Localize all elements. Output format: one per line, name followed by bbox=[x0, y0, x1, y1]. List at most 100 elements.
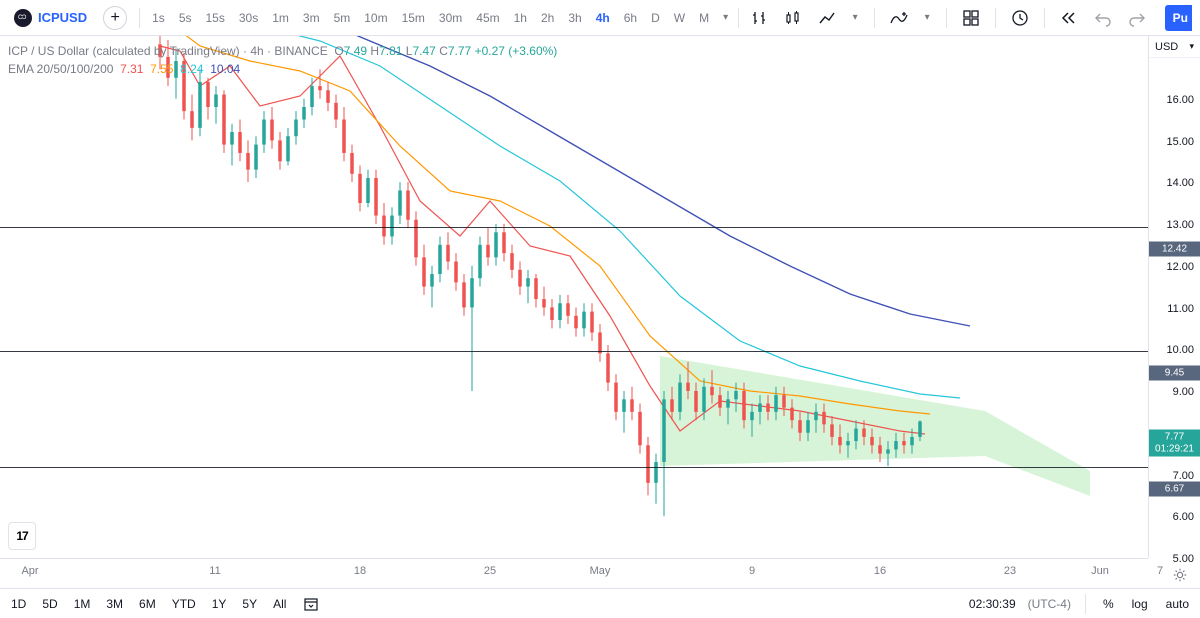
alert-icon[interactable] bbox=[1008, 6, 1032, 30]
candles-style-icon[interactable] bbox=[781, 6, 805, 30]
x-tick: Apr bbox=[21, 565, 38, 577]
symbol-icon bbox=[14, 9, 32, 27]
separator bbox=[738, 8, 739, 28]
line-style-icon[interactable] bbox=[815, 6, 839, 30]
x-tick: 18 bbox=[354, 565, 366, 577]
ohlc-high: 7.81 bbox=[379, 44, 402, 58]
layout-grid-icon[interactable] bbox=[959, 6, 983, 30]
interval-list: 1s5s15s30s1m3m5m10m15m30m45m1h2h3h4h6hDW… bbox=[146, 7, 715, 29]
interval-5s[interactable]: 5s bbox=[173, 7, 198, 29]
x-tick: 16 bbox=[874, 565, 886, 577]
separator bbox=[995, 8, 996, 28]
ohlc-change-pct: (+3.60%) bbox=[508, 44, 557, 58]
auto-toggle[interactable]: auto bbox=[1163, 595, 1192, 613]
range-list: 1D 5D 1M 3M 6M YTD 1Y 5Y All bbox=[8, 595, 289, 613]
symbol-selector[interactable]: ICPUSD bbox=[8, 7, 93, 29]
ema200-value: 10.04 bbox=[210, 62, 240, 76]
x-axis[interactable]: Apr111825May91623Jun7 bbox=[0, 558, 1148, 588]
interval-30s[interactable]: 30s bbox=[233, 7, 264, 29]
horizontal-level-line[interactable] bbox=[0, 351, 1148, 352]
range-1Y[interactable]: 1Y bbox=[209, 595, 230, 613]
chevron-down-icon[interactable]: ▾ bbox=[719, 12, 732, 23]
interval-1m[interactable]: 1m bbox=[266, 7, 295, 29]
y-axis[interactable]: USD ▾ 16.0015.0014.0013.0012.0011.0010.0… bbox=[1148, 36, 1200, 558]
legend-main: ICP / US Dollar (calculated by TradingVi… bbox=[8, 44, 557, 58]
range-YTD[interactable]: YTD bbox=[169, 595, 199, 613]
range-1M[interactable]: 1M bbox=[71, 595, 94, 613]
y-tick: 16.00 bbox=[1166, 94, 1194, 106]
redo-icon[interactable] bbox=[1125, 6, 1149, 30]
separator bbox=[1044, 8, 1045, 28]
legend-tf: 4h bbox=[250, 44, 263, 58]
interval-5m[interactable]: 5m bbox=[328, 7, 357, 29]
range-5Y[interactable]: 5Y bbox=[239, 595, 260, 613]
horizontal-level-line[interactable] bbox=[0, 227, 1148, 228]
tradingview-logo[interactable]: 17 bbox=[8, 522, 36, 550]
interval-D[interactable]: D bbox=[645, 7, 666, 29]
range-All[interactable]: All bbox=[270, 595, 289, 613]
bottom-right: 02:30:39 (UTC-4) % log auto bbox=[969, 594, 1192, 614]
symbol-ticker: ICPUSD bbox=[38, 10, 87, 25]
interval-3m[interactable]: 3m bbox=[297, 7, 326, 29]
interval-15s[interactable]: 15s bbox=[200, 7, 231, 29]
separator bbox=[874, 8, 875, 28]
y-tick: 6.00 bbox=[1173, 511, 1194, 523]
range-5D[interactable]: 5D bbox=[39, 595, 60, 613]
interval-15m[interactable]: 15m bbox=[396, 7, 431, 29]
interval-6h[interactable]: 6h bbox=[618, 7, 643, 29]
y-axis-header[interactable]: USD ▾ bbox=[1149, 36, 1200, 58]
ohlc-low: 7.47 bbox=[412, 44, 435, 58]
chevron-down-icon[interactable]: ▾ bbox=[849, 12, 862, 23]
undo-icon[interactable] bbox=[1091, 6, 1115, 30]
interval-1h[interactable]: 1h bbox=[508, 7, 533, 29]
price-level-badge: 12.42 bbox=[1149, 242, 1200, 257]
range-3M[interactable]: 3M bbox=[103, 595, 126, 613]
interval-W[interactable]: W bbox=[668, 7, 691, 29]
log-toggle[interactable]: log bbox=[1129, 595, 1151, 613]
clock-tz: (UTC-4) bbox=[1028, 597, 1071, 611]
publish-button[interactable]: Pu bbox=[1165, 5, 1192, 31]
indicators-icon[interactable] bbox=[887, 6, 911, 30]
x-tick: 25 bbox=[484, 565, 496, 577]
range-1D[interactable]: 1D bbox=[8, 595, 29, 613]
chart-area[interactable] bbox=[0, 36, 1148, 558]
interval-10m[interactable]: 10m bbox=[358, 7, 393, 29]
x-tick: 9 bbox=[749, 565, 755, 577]
y-axis-currency: USD bbox=[1155, 41, 1178, 53]
legend-exchange: BINANCE bbox=[274, 44, 327, 58]
replay-back-icon[interactable] bbox=[1057, 6, 1081, 30]
bars-style-icon[interactable] bbox=[747, 6, 771, 30]
pct-toggle[interactable]: % bbox=[1100, 595, 1117, 613]
y-tick: 9.00 bbox=[1173, 386, 1194, 398]
y-tick: 11.00 bbox=[1167, 303, 1194, 315]
price-level-badge: 6.67 bbox=[1149, 482, 1200, 497]
interval-4h[interactable]: 4h bbox=[590, 7, 616, 29]
interval-45m[interactable]: 45m bbox=[470, 7, 505, 29]
separator bbox=[946, 8, 947, 28]
interval-2h[interactable]: 2h bbox=[535, 7, 560, 29]
x-tick: 11 bbox=[209, 565, 220, 577]
ohlc-change: +0.27 bbox=[475, 44, 505, 58]
clock-time[interactable]: 02:30:39 bbox=[969, 597, 1016, 611]
bottom-toolbar: 1D 5D 1M 3M 6M YTD 1Y 5Y All 02:30:39 (UTC-4) % … bbox=[0, 588, 1200, 618]
goto-date-icon[interactable] bbox=[299, 592, 323, 616]
interval-1s[interactable]: 1s bbox=[146, 7, 171, 29]
gear-icon[interactable] bbox=[1168, 563, 1192, 587]
y-tick: 7.00 bbox=[1173, 470, 1194, 482]
top-toolbar: ICPUSD + 1s5s15s30s1m3m5m10m15m30m45m1h2… bbox=[0, 0, 1200, 36]
chevron-down-icon[interactable]: ▾ bbox=[921, 12, 934, 23]
ema50-value: 7.55 bbox=[150, 62, 173, 76]
range-6M[interactable]: 6M bbox=[136, 595, 159, 613]
y-tick: 13.00 bbox=[1166, 219, 1194, 231]
interval-M[interactable]: M bbox=[693, 7, 715, 29]
chart-legend: ICP / US Dollar (calculated by TradingVi… bbox=[8, 44, 557, 76]
y-tick: 15.00 bbox=[1166, 136, 1194, 148]
interval-3h[interactable]: 3h bbox=[562, 7, 587, 29]
interval-30m[interactable]: 30m bbox=[433, 7, 468, 29]
x-tick: 23 bbox=[1004, 565, 1016, 577]
add-symbol-button[interactable]: + bbox=[103, 6, 127, 30]
horizontal-level-line[interactable] bbox=[0, 467, 1148, 468]
y-tick: 12.00 bbox=[1166, 261, 1194, 273]
chevron-down-icon[interactable]: ▾ bbox=[1189, 41, 1194, 52]
x-tick: May bbox=[590, 565, 611, 577]
